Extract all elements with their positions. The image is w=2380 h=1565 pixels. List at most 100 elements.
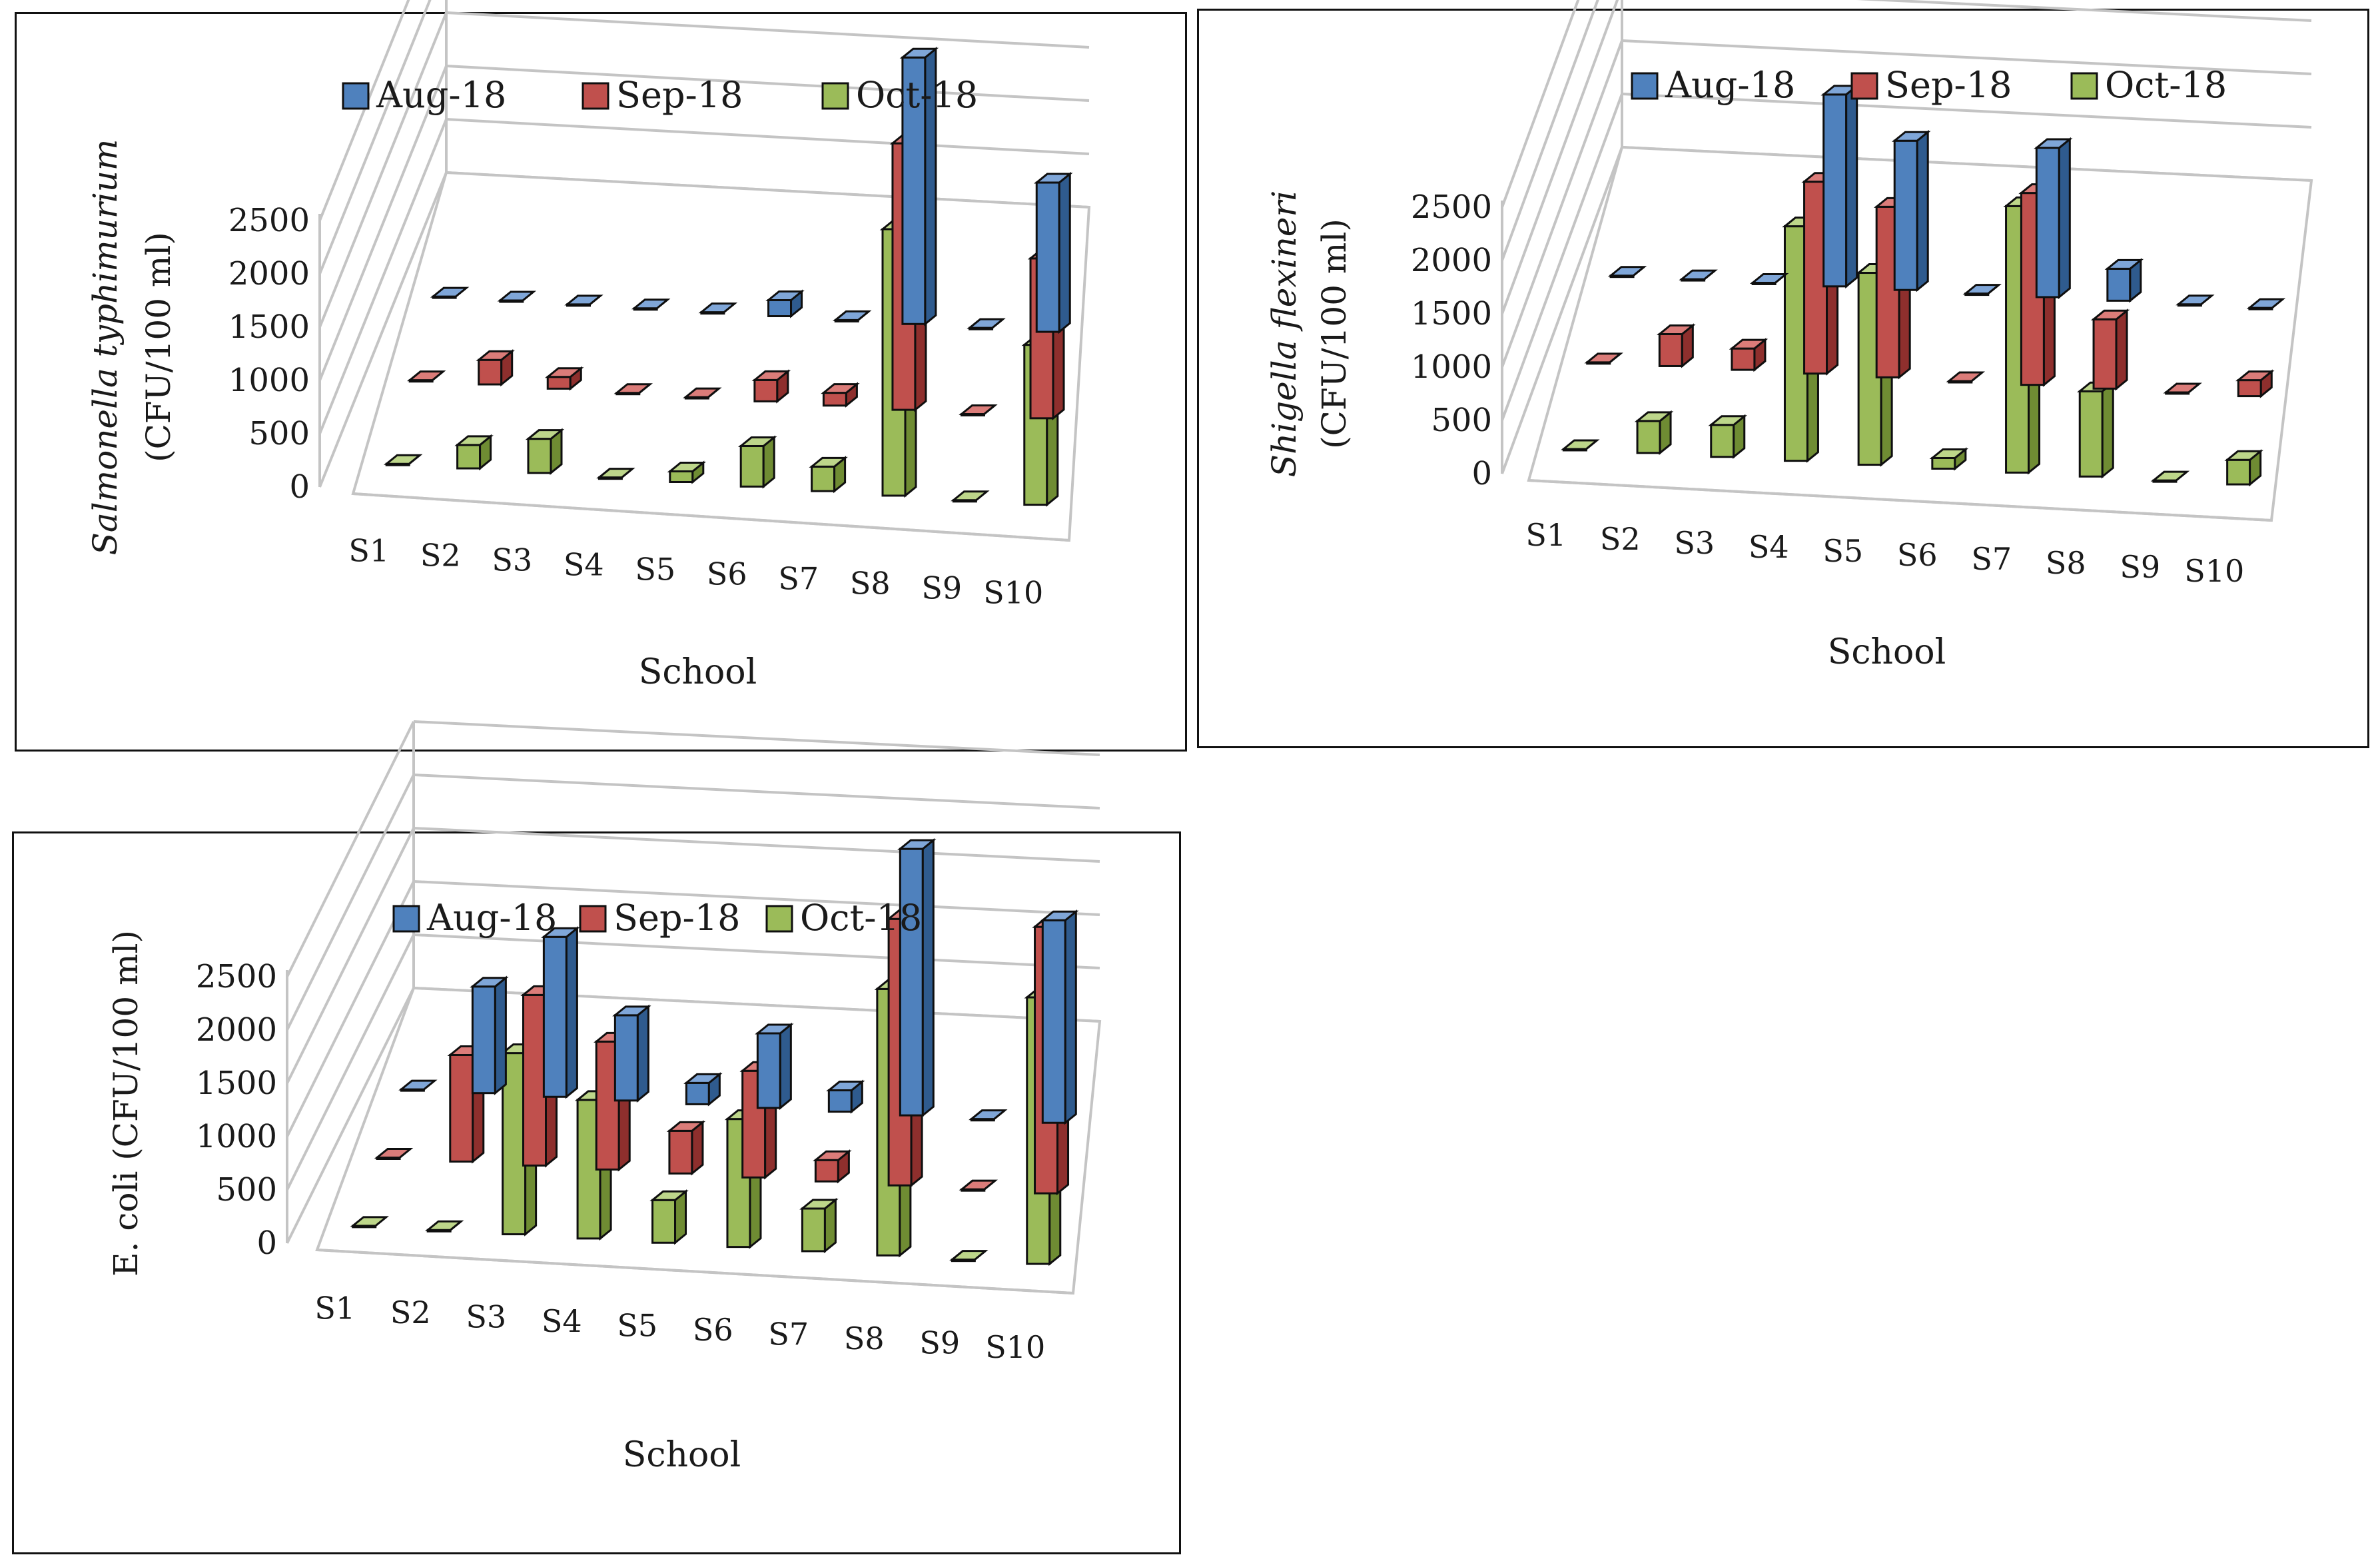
bar-aug-18-s6 xyxy=(1962,284,2002,296)
bar-aug-18-s9 xyxy=(969,1109,1008,1122)
y-tick-label: 500 xyxy=(248,415,310,452)
y-tick-label: 500 xyxy=(1431,402,1492,439)
y-tick-label: 2500 xyxy=(228,202,310,239)
y-axis-label: E. coli (CFU/100 ml) xyxy=(107,930,145,1277)
y-axis-label-organism: Salmonella typhimurium xyxy=(86,139,125,556)
legend-item-oct-18: Oct-18 xyxy=(821,74,978,116)
bar-aug-18-s7 xyxy=(826,1079,865,1114)
side-gridline xyxy=(286,987,415,1244)
bar-oct-18-s1 xyxy=(383,454,423,466)
category-label-s9: S9 xyxy=(921,570,962,606)
bar-sep-18-s5 xyxy=(683,387,722,400)
bar-oct-18-s6 xyxy=(1929,447,1969,471)
gridline xyxy=(446,11,1090,49)
bar-aug-18-s7 xyxy=(2034,137,2073,300)
bar-oct-18-s8 xyxy=(2077,380,2116,479)
bar-oct-18-s7 xyxy=(799,1197,839,1254)
gridline xyxy=(413,720,1100,756)
x-axis-label: School xyxy=(623,1435,741,1475)
bar-sep-18-s2 xyxy=(476,349,515,387)
category-label-s7: S7 xyxy=(1971,541,2012,577)
y-tick-label: 1000 xyxy=(196,1118,277,1155)
y-tick-label: 2500 xyxy=(196,958,277,995)
bar-sep-18-s6 xyxy=(1946,371,1986,384)
category-label-s1: S1 xyxy=(314,1290,355,1326)
legend-swatch xyxy=(765,905,793,933)
side-gridline xyxy=(1501,93,1623,421)
gridline xyxy=(413,933,1100,969)
bar-aug-18-s6 xyxy=(755,1022,794,1111)
legend-item-sep-18: Sep-18 xyxy=(582,74,743,116)
side-gridline xyxy=(1501,147,1623,474)
ecoli-chart: 0 500 1000 1500 2000 2500 S1 S2 S3 S4 S5 S6 S7 S8 S9 S1… xyxy=(107,720,1102,1475)
x-axis-label: School xyxy=(1828,632,1946,672)
category-label-s3: S3 xyxy=(466,1299,506,1334)
bar-oct-18-s3 xyxy=(525,428,565,476)
legend-label: Sep-18 xyxy=(613,897,740,939)
bar-oct-18-s2 xyxy=(424,1220,464,1233)
category-label-s3: S3 xyxy=(492,542,532,578)
legend-label: Oct-18 xyxy=(856,74,978,116)
category-label-s8: S8 xyxy=(2046,545,2086,581)
legend-swatch xyxy=(342,82,370,110)
bar-aug-18-s7 xyxy=(832,310,872,322)
shigella-chart: 0 500 1000 1500 2000 2500 S1 S2 S3 S4 S5 S6 S7 S8 S9 S1… xyxy=(1265,0,2313,672)
bar-oct-18-s1 xyxy=(350,1216,389,1229)
side-gridline xyxy=(318,119,448,434)
x-axis-line xyxy=(352,492,1070,542)
legend-swatch xyxy=(582,82,609,110)
y-axis-label-units: (CFU/100 ml) xyxy=(139,232,178,462)
salmonella-chart-panel: 0 500 1000 1500 2000 2500 S1 S2 S3 S4 S5 S6 S7 S8 S9 S1… xyxy=(15,0,1187,752)
bar-sep-18-s2 xyxy=(1657,323,1696,368)
category-label-s8: S8 xyxy=(844,1320,885,1356)
bar-aug-18-s4 xyxy=(612,1004,651,1103)
bar-aug-18-s9 xyxy=(2176,294,2215,307)
legend-swatch xyxy=(821,82,849,110)
legend-label: Aug-18 xyxy=(426,897,557,939)
category-label-s4: S4 xyxy=(1749,529,1789,565)
bar-sep-18-s1 xyxy=(406,370,446,383)
bar-aug-18-s2 xyxy=(497,290,537,303)
bar-oct-18-s2 xyxy=(454,434,494,471)
y-tick-label: 0 xyxy=(289,468,310,506)
side-gridline xyxy=(318,65,448,381)
bar-aug-18-s4 xyxy=(631,298,671,311)
gridline xyxy=(446,65,1090,102)
category-label-s7: S7 xyxy=(778,561,819,597)
category-label-s3: S3 xyxy=(1674,525,1715,561)
bar-aug-18-s1 xyxy=(430,286,470,299)
salmonella-chart: 0 500 1000 1500 2000 2500 S1 S2 S3 S4 S5 S6 S7 S8 S9 S1… xyxy=(86,0,1091,692)
category-label-s8: S8 xyxy=(850,566,891,602)
bar-aug-18-s8 xyxy=(897,837,937,1118)
category-label-s4: S4 xyxy=(564,547,604,583)
y-tick-label: 2000 xyxy=(228,255,310,292)
bar-aug-18-s10 xyxy=(1034,171,1073,334)
bar-sep-18-s9 xyxy=(959,404,998,416)
category-label-s5: S5 xyxy=(635,552,675,588)
y-tick-label: 1500 xyxy=(1411,295,1492,332)
bar-aug-18-s3 xyxy=(541,926,580,1099)
gridline xyxy=(413,827,1100,863)
gridline xyxy=(1621,39,2312,75)
bar-oct-18-s3 xyxy=(1708,414,1747,459)
bar-oct-18-s7 xyxy=(809,456,848,494)
side-gridline xyxy=(318,12,448,328)
bar-sep-18-s3 xyxy=(1729,337,1769,372)
category-label-s5: S5 xyxy=(1822,533,1863,569)
side-gridline xyxy=(286,934,415,1191)
bar-aug-18-s8 xyxy=(2104,258,2144,303)
y-tick-label: 2500 xyxy=(1411,189,1492,226)
bar-aug-18-s3 xyxy=(1749,272,1789,285)
side-gridline xyxy=(1501,40,1623,368)
bar-oct-18-s5 xyxy=(649,1189,689,1245)
y-tick-label: 1500 xyxy=(228,308,310,346)
bar-aug-18-s2 xyxy=(470,975,509,1095)
bar-aug-18-s1 xyxy=(398,1079,438,1092)
y-tick-label: 1500 xyxy=(196,1065,277,1102)
legend-label: Oct-18 xyxy=(2105,64,2227,106)
legend-label: Oct-18 xyxy=(800,897,922,939)
gridline xyxy=(1621,93,2312,129)
bar-sep-18-s7 xyxy=(821,382,860,408)
gridline xyxy=(413,774,1100,809)
category-label-s1: S1 xyxy=(1525,517,1566,553)
